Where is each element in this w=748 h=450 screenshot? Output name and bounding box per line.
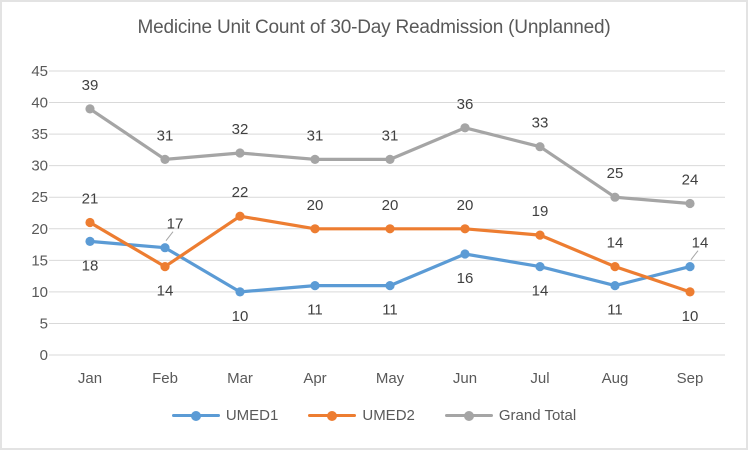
- data-label-grand-total-apr: 31: [307, 127, 324, 144]
- legend-label: UMED2: [362, 407, 415, 424]
- data-label-grand-total-may: 31: [382, 127, 399, 144]
- y-tick-label-45: 45: [31, 63, 48, 80]
- x-tick-label-may: May: [376, 370, 405, 387]
- legend-item-umed1[interactable]: UMED1: [171, 407, 279, 424]
- y-tick-label-30: 30: [31, 158, 48, 175]
- data-point-grand-total-sep[interactable]: [685, 198, 695, 209]
- x-tick-label-jun: Jun: [453, 370, 477, 387]
- data-point-umed1-apr[interactable]: [310, 281, 320, 291]
- data-point-grand-total-jul[interactable]: [535, 142, 545, 152]
- legend-item-grand-total[interactable]: Grand Total: [444, 407, 577, 424]
- y-tick-label-40: 40: [31, 95, 48, 112]
- data-point-umed2-apr[interactable]: [310, 224, 320, 234]
- data-point-umed2-jun[interactable]: [460, 224, 470, 234]
- y-tick-label-35: 35: [31, 126, 48, 143]
- data-point-grand-total-apr[interactable]: [310, 154, 320, 164]
- chart-title: Medicine Unit Count of 30-Day Readmissio…: [137, 17, 611, 38]
- data-point-umed1-sep[interactable]: [685, 262, 695, 272]
- data-label-umed2-feb: 14: [157, 283, 174, 300]
- legend-label: Grand Total: [498, 407, 577, 424]
- data-label-umed2-apr: 20: [307, 197, 324, 214]
- legend: UMED1 UMED2 Grand Total: [2, 407, 746, 424]
- data-label-umed2-jul: 19: [532, 203, 549, 220]
- data-label-umed1-sep: 14: [692, 235, 709, 252]
- data-point-umed2-may[interactable]: [385, 224, 395, 234]
- data-label-umed1-aug: 11: [607, 302, 623, 319]
- data-label-grand-total-jul: 33: [532, 115, 549, 132]
- data-point-umed1-feb[interactable]: [160, 243, 170, 253]
- data-label-leader-line: [690, 250, 699, 260]
- data-label-umed2-sep: 10: [682, 308, 699, 325]
- data-label-leader-line: [165, 231, 174, 242]
- data-label-grand-total-jan: 39: [82, 77, 99, 94]
- x-tick-label-mar: Mar: [227, 370, 253, 387]
- y-tick-label-5: 5: [40, 315, 48, 332]
- data-label-umed1-jan: 18: [82, 257, 99, 274]
- data-label-umed1-jul: 14: [532, 283, 549, 300]
- data-label-umed1-mar: 10: [232, 308, 249, 325]
- y-tick-label-25: 25: [31, 189, 48, 206]
- data-label-grand-total-jun: 36: [457, 96, 474, 113]
- x-tick-label-aug: Aug: [602, 370, 629, 387]
- data-point-grand-total-jun[interactable]: [460, 123, 470, 133]
- data-label-grand-total-aug: 25: [607, 165, 624, 182]
- data-point-grand-total-jan[interactable]: [85, 104, 95, 114]
- data-point-umed2-feb[interactable]: [160, 262, 170, 272]
- data-point-grand-total-mar[interactable]: [235, 148, 245, 158]
- y-tick-label-15: 15: [31, 252, 48, 269]
- y-tick-label-20: 20: [31, 221, 48, 238]
- data-point-umed1-mar[interactable]: [235, 287, 245, 297]
- data-point-umed1-jan[interactable]: [85, 236, 95, 246]
- legend-label: UMED1: [225, 407, 279, 424]
- x-tick-label-feb: Feb: [152, 370, 178, 387]
- y-tick-label-0: 0: [40, 347, 48, 364]
- data-point-umed2-sep[interactable]: [685, 287, 695, 297]
- x-tick-label-apr: Apr: [303, 370, 326, 387]
- data-label-umed1-apr: 11: [307, 302, 323, 319]
- data-label-umed1-may: 11: [382, 302, 398, 319]
- legend-line-marker-icon: [444, 410, 493, 421]
- data-point-umed2-aug[interactable]: [610, 262, 620, 272]
- data-label-umed2-may: 20: [382, 197, 399, 214]
- data-point-umed2-jan[interactable]: [85, 217, 95, 228]
- data-point-grand-total-aug[interactable]: [610, 192, 620, 202]
- data-label-umed1-feb: 17: [167, 216, 184, 233]
- data-label-grand-total-mar: 32: [232, 121, 249, 138]
- x-tick-label-jul: Jul: [530, 370, 549, 387]
- data-label-umed2-aug: 14: [607, 235, 624, 252]
- legend-item-umed2[interactable]: UMED2: [308, 407, 415, 424]
- data-point-umed1-may[interactable]: [385, 281, 395, 291]
- data-label-umed1-jun: 16: [457, 270, 474, 287]
- x-tick-label-sep: Sep: [677, 370, 704, 387]
- data-label-umed2-jan: 21: [82, 190, 99, 207]
- legend-line-marker-icon: [308, 410, 357, 421]
- data-label-umed2-mar: 22: [232, 184, 249, 201]
- data-label-grand-total-feb: 31: [157, 127, 174, 144]
- data-label-umed2-jun: 20: [457, 197, 474, 214]
- data-point-umed1-jul[interactable]: [535, 262, 545, 272]
- data-point-umed1-jun[interactable]: [460, 249, 470, 259]
- data-point-grand-total-may[interactable]: [385, 154, 395, 164]
- data-label-grand-total-sep: 24: [682, 172, 699, 189]
- data-point-grand-total-feb[interactable]: [160, 154, 170, 164]
- x-tick-label-jan: Jan: [78, 370, 102, 387]
- legend-line-marker-icon: [171, 410, 220, 421]
- y-tick-label-10: 10: [31, 284, 48, 301]
- data-point-umed1-aug[interactable]: [610, 281, 620, 291]
- data-point-umed2-mar[interactable]: [235, 211, 245, 221]
- data-point-umed2-jul[interactable]: [535, 230, 545, 240]
